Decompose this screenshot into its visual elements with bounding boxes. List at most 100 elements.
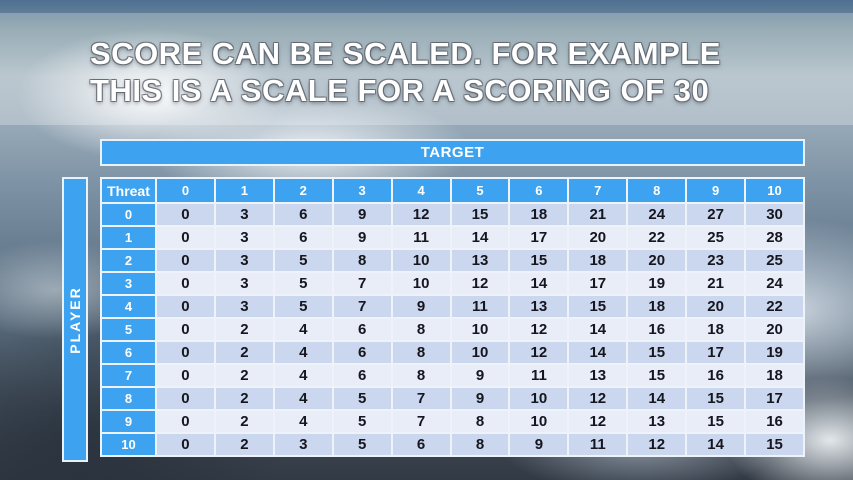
score-cell: 3: [213, 294, 275, 319]
target-col-header-4: 4: [390, 177, 452, 204]
score-cell: 14: [626, 386, 688, 411]
score-cell: 4: [272, 409, 334, 434]
score-cell: 7: [390, 386, 452, 411]
table-row: 6 0 2 4 6 8 10 12 14 15 17 19: [100, 340, 805, 365]
score-cell: 9: [390, 294, 452, 319]
score-cell: 20: [685, 294, 747, 319]
target-col-header-3: 3: [331, 177, 393, 204]
title-band: SCORE CAN BE SCALED. FOR EXAMPLE THIS IS…: [0, 13, 853, 125]
score-cell: 25: [744, 248, 805, 273]
score-cell: 5: [331, 409, 393, 434]
score-cell: 4: [272, 386, 334, 411]
target-col-header-1: 1: [213, 177, 275, 204]
score-cell: 4: [272, 317, 334, 342]
score-cell: 23: [685, 248, 747, 273]
score-cell: 11: [567, 432, 629, 457]
score-cell: 14: [685, 432, 747, 457]
score-cell: 10: [449, 317, 511, 342]
score-cell: 9: [449, 386, 511, 411]
score-cell: 2: [213, 363, 275, 388]
score-cell: 15: [685, 409, 747, 434]
score-cell: 20: [744, 317, 805, 342]
target-col-header-0: 0: [155, 177, 216, 204]
score-cell: 4: [272, 340, 334, 365]
score-cell: 27: [685, 202, 747, 227]
target-col-header-10: 10: [744, 177, 805, 204]
column-header-row: Threat 0 1 2 3 4 5 6 7 8 9 10: [100, 177, 805, 204]
title-line-1: SCORE CAN BE SCALED. FOR EXAMPLE: [90, 36, 721, 71]
score-cell: 24: [626, 202, 688, 227]
score-cell: 12: [567, 386, 629, 411]
score-cell: 4: [272, 363, 334, 388]
threat-row-header-3: 3: [100, 271, 157, 296]
table-row: 5 0 2 4 6 8 10 12 14 16 18 20: [100, 317, 805, 342]
score-cell: 11: [508, 363, 570, 388]
score-cell: 17: [508, 225, 570, 250]
score-cell: 8: [390, 317, 452, 342]
score-cell: 9: [449, 363, 511, 388]
score-cell: 19: [744, 340, 805, 365]
score-cell: 5: [272, 248, 334, 273]
score-cell: 13: [567, 363, 629, 388]
score-cell: 0: [155, 202, 216, 227]
score-cell: 13: [626, 409, 688, 434]
score-cell: 15: [449, 202, 511, 227]
score-cell: 15: [508, 248, 570, 273]
score-cell: 2: [213, 317, 275, 342]
score-cell: 16: [685, 363, 747, 388]
score-cell: 2: [213, 409, 275, 434]
score-cell: 22: [626, 225, 688, 250]
table-row: 9 0 2 4 5 7 8 10 12 13 15 16: [100, 409, 805, 434]
score-cell: 0: [155, 248, 216, 273]
threat-row-header-5: 5: [100, 317, 157, 342]
score-cell: 7: [331, 294, 393, 319]
score-cell: 25: [685, 225, 747, 250]
score-cell: 15: [744, 432, 805, 457]
score-cell: 12: [626, 432, 688, 457]
score-cell: 5: [272, 271, 334, 296]
score-cell: 10: [508, 386, 570, 411]
table-row: 3 0 3 5 7 10 12 14 17 19 21 24: [100, 271, 805, 296]
score-cell: 10: [390, 248, 452, 273]
score-cell: 5: [272, 294, 334, 319]
score-cell: 10: [449, 340, 511, 365]
score-cell: 14: [567, 340, 629, 365]
score-cell: 3: [213, 202, 275, 227]
score-cell: 10: [508, 409, 570, 434]
score-cell: 14: [567, 317, 629, 342]
score-cell: 8: [390, 340, 452, 365]
table-row: 2 0 3 5 8 10 13 15 18 20 23 25: [100, 248, 805, 273]
table-row: 0 0 3 6 9 12 15 18 21 24 27 30: [100, 202, 805, 227]
score-cell: 6: [272, 202, 334, 227]
score-cell: 16: [744, 409, 805, 434]
table-row: 4 0 3 5 7 9 11 13 15 18 20 22: [100, 294, 805, 319]
score-cell: 20: [626, 248, 688, 273]
score-cell: 3: [213, 271, 275, 296]
score-cell: 13: [508, 294, 570, 319]
threat-row-header-2: 2: [100, 248, 157, 273]
score-table: Threat 0 1 2 3 4 5 6 7 8 9 10 0 0 3 6 9 12 15 18 21 24 27 30 1 0…: [100, 177, 805, 457]
score-cell: 17: [685, 340, 747, 365]
target-col-header-5: 5: [449, 177, 511, 204]
score-cell: 0: [155, 363, 216, 388]
threat-row-header-1: 1: [100, 225, 157, 250]
score-cell: 10: [390, 271, 452, 296]
score-cell: 16: [626, 317, 688, 342]
target-label: TARGET: [420, 144, 485, 161]
score-cell: 12: [567, 409, 629, 434]
score-cell: 3: [272, 432, 334, 457]
score-cell: 12: [508, 317, 570, 342]
slide-title: SCORE CAN BE SCALED. FOR EXAMPLE THIS IS…: [90, 35, 721, 109]
target-col-header-2: 2: [272, 177, 334, 204]
score-cell: 21: [685, 271, 747, 296]
score-cell: 0: [155, 432, 216, 457]
target-col-header-7: 7: [567, 177, 629, 204]
score-cell: 30: [744, 202, 805, 227]
threat-row-header-10: 10: [100, 432, 157, 457]
score-cell: 0: [155, 317, 216, 342]
threat-row-header-7: 7: [100, 363, 157, 388]
score-cell: 18: [508, 202, 570, 227]
score-cell: 11: [449, 294, 511, 319]
table-row: 1 0 3 6 9 11 14 17 20 22 25 28: [100, 225, 805, 250]
score-cell: 9: [331, 225, 393, 250]
